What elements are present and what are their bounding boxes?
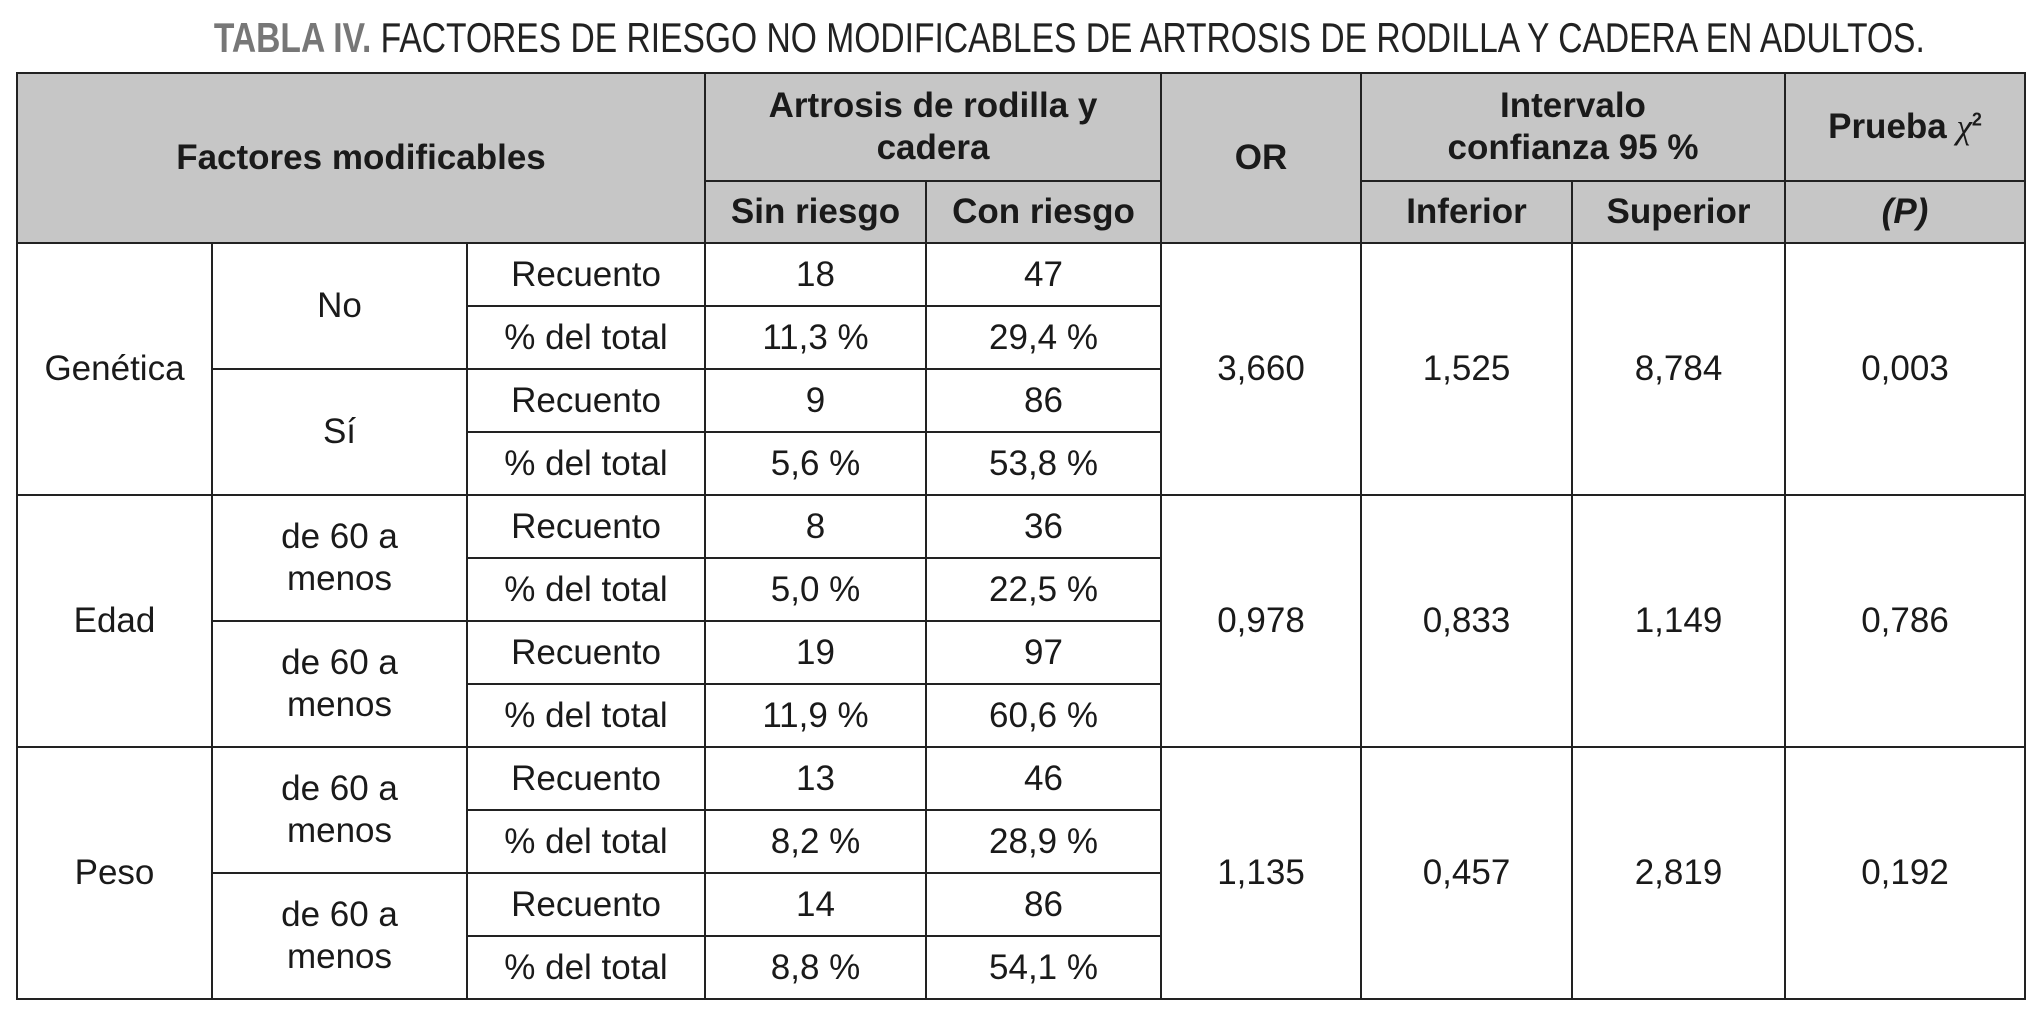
measure-type-cell: Recuento xyxy=(466,242,706,307)
sin-riesgo-cell: 5,0 % xyxy=(704,557,927,622)
inferior-cell: 1,525 xyxy=(1360,242,1573,496)
subgroup-cell: de 60 a menos xyxy=(211,494,468,622)
sin-riesgo-cell: 9 xyxy=(704,368,927,433)
con-riesgo-cell: 36 xyxy=(925,494,1162,559)
con-riesgo-cell: 86 xyxy=(925,872,1162,937)
table-row: Genética No Recuento 18 47 3,660 1,525 8,784 0,0… xyxy=(16,242,2026,496)
table-row: % del total 5,6 % 53,8 % xyxy=(17,431,2025,496)
con-riesgo-cell: 47 xyxy=(925,242,1162,307)
sin-riesgo-cell: 18 xyxy=(704,242,927,307)
con-riesgo-cell: 54,1 % xyxy=(925,935,1162,1000)
sin-riesgo-cell: 14 xyxy=(704,872,927,937)
p-value-cell: 0,786 xyxy=(1784,494,2026,748)
con-riesgo-cell: 60,6 % xyxy=(925,683,1162,748)
table-row: de 60 a menos Recuento 19 97 xyxy=(17,620,2025,748)
header-prueba: Prueba χ2 xyxy=(1784,72,2026,182)
con-riesgo-cell: 46 xyxy=(925,746,1162,811)
inferior-cell: 0,833 xyxy=(1360,494,1573,748)
sin-riesgo-cell: 5,6 % xyxy=(704,431,927,496)
prueba-label: Prueba xyxy=(1828,107,1947,146)
table-row: Peso de 60 a menos Recuento 13 46 1,135 0,457 2… xyxy=(16,746,2026,1000)
con-riesgo-cell: 29,4 % xyxy=(925,305,1162,370)
measure-type-cell: % del total xyxy=(466,683,706,748)
subgroup-cell: Sí xyxy=(211,368,468,496)
chi-superscript: 2 xyxy=(1971,109,1982,130)
sin-riesgo-cell: 13 xyxy=(704,746,927,811)
table-row: Edad de 60 a menos Recuento 8 36 0,978 0,833 1,… xyxy=(16,494,2026,748)
sin-riesgo-cell: 11,3 % xyxy=(704,305,927,370)
header-factores: Factores modificables xyxy=(16,72,706,244)
superior-cell: 1,149 xyxy=(1571,494,1786,748)
table-row: % del total 8,2 % 28,9 % xyxy=(17,809,2025,874)
header-or: OR xyxy=(1160,72,1362,244)
header-con-riesgo: Con riesgo xyxy=(925,180,1162,244)
header-intervalo: Intervalo confianza 95 % xyxy=(1360,72,1786,182)
header-inferior: Inferior xyxy=(1360,180,1573,244)
or-cell: 1,135 xyxy=(1160,746,1362,1000)
factor-cell: Genética xyxy=(16,242,213,496)
measure-type-cell: Recuento xyxy=(466,746,706,811)
sin-riesgo-cell: 11,9 % xyxy=(704,683,927,748)
con-riesgo-cell: 28,9 % xyxy=(925,809,1162,874)
subgroup-cell: No xyxy=(211,242,468,370)
measure-type-cell: % del total xyxy=(466,809,706,874)
sin-riesgo-cell: 8,8 % xyxy=(704,935,927,1000)
factor-cell: Edad xyxy=(16,494,213,748)
measure-type-cell: Recuento xyxy=(466,368,706,433)
measure-type-cell: % del total xyxy=(466,935,706,1000)
superior-cell: 8,784 xyxy=(1571,242,1786,496)
measure-type-cell: Recuento xyxy=(466,872,706,937)
measure-type-cell: % del total xyxy=(466,431,706,496)
subgroup-cell: de 60 a menos xyxy=(211,746,468,874)
superior-cell: 2,819 xyxy=(1571,746,1786,1000)
sin-riesgo-cell: 19 xyxy=(704,620,927,685)
caption-text: FACTORES DE RIESGO NO MODIFICABLES DE AR… xyxy=(380,14,1925,61)
or-cell: 0,978 xyxy=(1160,494,1362,748)
table-row: % del total 11,9 % 60,6 % xyxy=(17,683,2025,748)
table-row: Sí Recuento 9 86 xyxy=(17,368,2025,496)
con-riesgo-cell: 22,5 % xyxy=(925,557,1162,622)
header-superior: Superior xyxy=(1571,180,1786,244)
or-cell: 3,660 xyxy=(1160,242,1362,496)
subgroup-cell: de 60 a menos xyxy=(211,620,468,748)
measure-type-cell: % del total xyxy=(466,557,706,622)
con-riesgo-cell: 86 xyxy=(925,368,1162,433)
header-artrosis: Artrosis de rodilla y cadera xyxy=(704,72,1162,182)
p-value-cell: 0,192 xyxy=(1784,746,2026,1000)
subgroup-cell: de 60 a menos xyxy=(211,872,468,1000)
table-row: % del total 8,8 % 54,1 % xyxy=(17,935,2025,1000)
sin-riesgo-cell: 8,2 % xyxy=(704,809,927,874)
table-row: % del total 5,0 % 22,5 % xyxy=(17,557,2025,622)
risk-factors-table: Factores modificables Artrosis de rodill… xyxy=(16,72,2026,1000)
header-p: (P) xyxy=(1784,180,2026,244)
factor-cell: Peso xyxy=(16,746,213,1000)
table-row: % del total 11,3 % 29,4 % xyxy=(17,305,2025,370)
p-value-cell: 0,003 xyxy=(1784,242,2026,496)
measure-type-cell: Recuento xyxy=(466,620,706,685)
header-sin-riesgo: Sin riesgo xyxy=(704,180,927,244)
measure-type-cell: % del total xyxy=(466,305,706,370)
table-row: de 60 a menos Recuento 14 86 xyxy=(17,872,2025,1000)
measure-type-cell: Recuento xyxy=(466,494,706,559)
caption-label: TABLA IV. xyxy=(213,14,372,61)
table-caption: TABLA IV. FACTORES DE RIESGO NO MODIFICA… xyxy=(0,14,2039,62)
con-riesgo-cell: 97 xyxy=(925,620,1162,685)
chi-symbol: χ xyxy=(1956,107,1972,146)
inferior-cell: 0,457 xyxy=(1360,746,1573,1000)
con-riesgo-cell: 53,8 % xyxy=(925,431,1162,496)
sin-riesgo-cell: 8 xyxy=(704,494,927,559)
